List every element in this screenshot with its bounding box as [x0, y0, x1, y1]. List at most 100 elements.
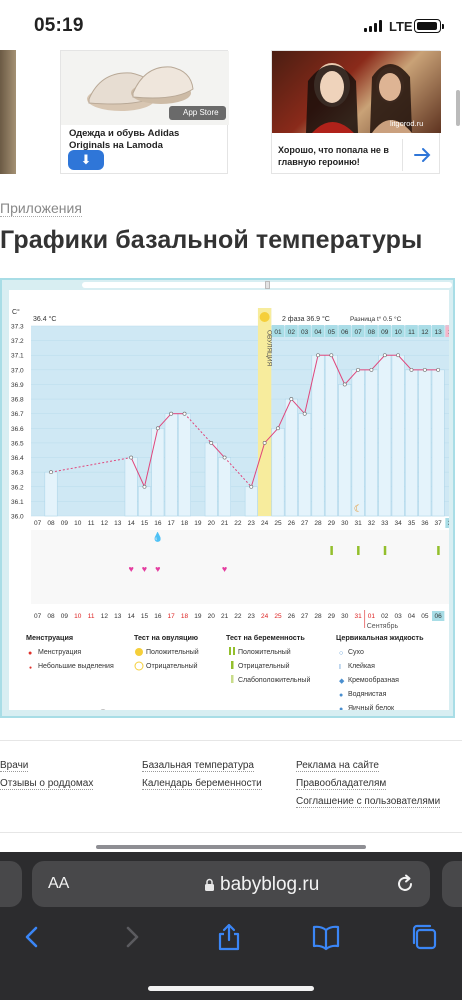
- ad-card-litgorod[interactable]: litgorod.ru Хорошо, что попала не в глав…: [271, 50, 441, 174]
- phase2-day-label: 10: [395, 329, 403, 336]
- footer-link-basal-temperature[interactable]: Базальная температура: [142, 760, 254, 772]
- phase2-day-label: 09: [381, 329, 389, 336]
- cycle-day-label: 15: [141, 520, 149, 527]
- temperature-bar: [271, 428, 285, 517]
- ovulation-sun-icon: [259, 312, 270, 322]
- temperature-line: [264, 427, 279, 444]
- cycle-day-label: 30: [341, 520, 349, 527]
- bbt-chart-widget: 01 02 03 04 05 06 07 08 09 10 11 12 13 14 36.4 °C 2 фаз…: [0, 278, 459, 719]
- legend-item: Небольшие выделения: [38, 662, 114, 670]
- footer-link-doctors[interactable]: Врачи: [0, 760, 29, 772]
- temperature-line: [371, 354, 386, 371]
- y-tick-label: 37.3: [11, 324, 24, 331]
- arrow-right-icon[interactable]: [402, 139, 440, 171]
- cycle-day-label: 27: [301, 520, 309, 527]
- pregnancy-test-negative-mark: [357, 546, 360, 555]
- cycle-day-label: 24: [261, 520, 269, 527]
- intercourse-heart-icon: ♥: [128, 564, 133, 574]
- phase2-day-cell: [325, 325, 338, 337]
- intercourse-legend-icon: ♥: [26, 709, 31, 710]
- phase2-day-cell: [351, 325, 365, 337]
- footer-link-maternity-reviews[interactable]: Отзывы о роддомах: [0, 778, 94, 790]
- calendar-date-label: 13: [114, 613, 122, 620]
- pregnancy-test-negative-mark: [437, 546, 440, 555]
- legend-item: Слабоположительный: [238, 676, 310, 684]
- section-label[interactable]: Приложения: [0, 200, 82, 217]
- footer-link-user-agreement[interactable]: Соглашение с пользователями: [296, 796, 441, 808]
- temperature-point: [356, 367, 360, 372]
- ad-image-book-cover: litgorod.ru: [272, 51, 441, 133]
- cycle-day-label: 34: [395, 520, 403, 527]
- temperature-point: [369, 367, 374, 372]
- temperature-bar: [365, 369, 378, 517]
- download-icon: ⬇: [80, 152, 92, 167]
- back-icon[interactable]: [18, 922, 48, 952]
- calendar-date-label: 10: [74, 613, 82, 620]
- footer-link-rightholders[interactable]: Правообладателям: [296, 778, 387, 790]
- temperature-point: [422, 367, 427, 372]
- temperature-point: [316, 353, 320, 358]
- temperature-line: [250, 442, 266, 487]
- forward-icon[interactable]: [116, 922, 146, 952]
- calendar-date-label: 24: [261, 613, 269, 620]
- cervical-fluid-icon: I: [339, 664, 341, 671]
- cycle-day-label: 14: [128, 520, 136, 527]
- reload-icon[interactable]: [394, 873, 416, 900]
- tabs-icon[interactable]: [409, 922, 439, 952]
- temp-difference-label: Разница t° 0.5 °C: [350, 315, 402, 323]
- legend-item: Сухо: [348, 649, 364, 656]
- temperature-line: [210, 442, 225, 458]
- temperature-line: [397, 354, 412, 371]
- temperature-bar: [351, 369, 365, 517]
- page-scroll-indicator: [96, 845, 366, 849]
- address-bar[interactable]: AA babyblog.ru: [32, 861, 430, 907]
- phase2-day-cell: [285, 325, 298, 337]
- safari-toolbar: AA babyblog.ru: [0, 852, 462, 1000]
- calendar-date-highlight: [432, 611, 445, 621]
- cycle-day-label: 26: [288, 520, 296, 527]
- lock-icon: [204, 878, 215, 897]
- text-size-button[interactable]: AA: [48, 875, 70, 892]
- status-bar: 05:19 LTE: [0, 0, 462, 50]
- temperature-point: [302, 411, 307, 416]
- ad-card-adidas[interactable]: App Store Одежда и обувь Adidas Original…: [60, 50, 229, 174]
- phase2-day-cell: [365, 325, 378, 337]
- calendar-date-label: 31: [354, 613, 362, 620]
- temperature-bar: [311, 354, 325, 517]
- temperature-bar: [284, 398, 298, 517]
- calendar-date-label: 08: [47, 613, 55, 620]
- cervical-fluid-icon: ●: [339, 706, 343, 710]
- cycle-day-label: 28: [314, 520, 322, 527]
- chart-scroll-handle[interactable]: [265, 281, 270, 289]
- url-text: babyblog.ru: [220, 874, 320, 895]
- tab-preview-right[interactable]: [442, 861, 462, 907]
- temperature-point: [49, 470, 53, 475]
- temperature-point: [396, 353, 401, 358]
- calendar-date-label: 02: [381, 613, 389, 620]
- temperature-chart[interactable]: 01 02 03 04 05 06 07 08 09 10 11 12 13 14 36.4 °C 2 фаз…: [9, 290, 459, 719]
- footer-divider: [0, 740, 462, 741]
- temperature-bar: [324, 354, 338, 517]
- download-button[interactable]: ⬇: [68, 150, 104, 170]
- y-tick-label: 36.8: [11, 397, 24, 404]
- temperature-bar: [164, 413, 178, 517]
- temperature-line: [130, 457, 145, 487]
- tab-preview-left[interactable]: [0, 861, 22, 907]
- ad-edge-image-left[interactable]: [0, 50, 16, 174]
- share-icon[interactable]: [214, 922, 244, 952]
- cycle-day-label: 11: [88, 520, 95, 527]
- phase2-day-label: 06: [341, 329, 349, 336]
- cycle-day-label: 07: [34, 520, 42, 527]
- bookmarks-icon[interactable]: [311, 922, 341, 952]
- temperature-point: [129, 455, 134, 460]
- intercourse-heart-icon: ♥: [142, 564, 147, 574]
- cycle-day-label: 33: [381, 520, 389, 527]
- temperature-line: [277, 398, 292, 429]
- footer-link-advertising[interactable]: Реклама на сайте: [296, 760, 379, 772]
- scrollbar[interactable]: [456, 90, 460, 126]
- cervical-fluid-icon: ○: [339, 650, 343, 657]
- calendar-date-label: 15: [141, 613, 149, 620]
- calendar-date-label: 30: [341, 613, 349, 620]
- phase1-temp-label: 36.4 °C: [33, 315, 56, 323]
- footer-link-pregnancy-calendar[interactable]: Календарь беременности: [142, 778, 262, 790]
